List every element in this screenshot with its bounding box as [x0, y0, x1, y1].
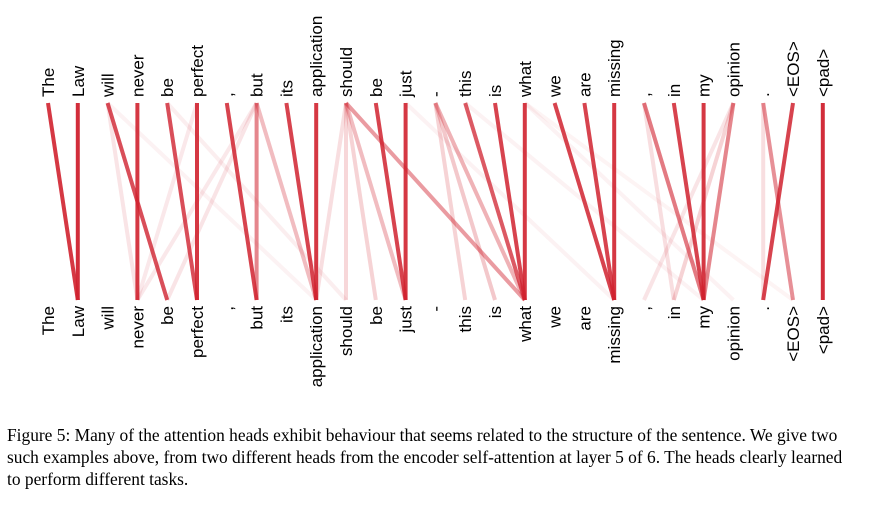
target-token: we [546, 306, 565, 329]
target-token: , [218, 306, 237, 311]
source-token: this [456, 71, 475, 97]
source-token: is [486, 85, 505, 97]
attention-edge [344, 102, 378, 301]
target-token: in [665, 306, 684, 319]
target-token: <EOS> [784, 306, 803, 362]
attention-edge [404, 101, 616, 302]
attention-edge [433, 102, 497, 301]
source-token: Law [69, 65, 88, 97]
attention-edge [135, 101, 259, 302]
source-token: my [695, 74, 714, 97]
figure-caption: Figure 5: Many of the attention heads ex… [7, 425, 843, 489]
attention-edge [165, 102, 199, 301]
source-token: its [277, 80, 296, 97]
target-token: <pad> [814, 306, 833, 354]
target-token: but [248, 306, 267, 330]
target-token: will [99, 306, 118, 331]
source-token: in [665, 84, 684, 97]
attention-edge [105, 102, 140, 301]
attention-edge [106, 101, 318, 302]
attention-edge [671, 102, 736, 301]
attention-edge [671, 102, 706, 301]
attention-edge [344, 102, 408, 301]
target-token: my [695, 306, 714, 329]
source-token: will [99, 73, 118, 98]
source-token: - [426, 91, 445, 97]
target-token: , [635, 306, 654, 311]
source-token: <EOS> [784, 41, 803, 97]
attention-edge [552, 102, 617, 301]
source-token: opinion [724, 42, 743, 97]
target-token: its [277, 306, 296, 323]
source-token: missing [605, 39, 624, 97]
attention-edge [314, 102, 348, 301]
attention-edge [433, 102, 527, 301]
source-token: are [575, 72, 594, 97]
target-token: is [486, 306, 505, 318]
target-token: The [39, 306, 58, 335]
attention-edge [165, 102, 259, 301]
source-token: be [367, 78, 386, 97]
attention-edge [642, 102, 706, 301]
source-token: . [754, 92, 773, 97]
attention-edge [46, 102, 80, 301]
source-token: we [546, 75, 565, 98]
source-token: but [248, 73, 267, 97]
target-token: opinion [724, 306, 743, 361]
target-token: are [575, 306, 594, 331]
attention-edge [493, 102, 527, 301]
attention-edge [642, 102, 736, 301]
attention-edge [373, 102, 408, 301]
source-token: The [39, 68, 58, 97]
target-token: should [337, 306, 356, 356]
target-token: this [456, 306, 475, 332]
attention-edge [254, 102, 319, 301]
attention-edge [224, 102, 259, 301]
attention-edge [701, 102, 736, 301]
attention-edge [463, 101, 705, 302]
attention-edge [642, 102, 676, 301]
source-tokens: The Law will never be perfect, but its applicati… [39, 16, 833, 98]
attention-edge [523, 101, 795, 302]
source-token: just [397, 70, 416, 98]
target-token: be [158, 306, 177, 325]
source-token: never [128, 54, 147, 97]
target-token: be [367, 306, 386, 325]
attention-visualization: The Law will never be perfect, but its applicati… [39, 16, 833, 388]
target-tokens: The Law will never be perfect, but its applicati… [39, 305, 833, 387]
target-token: Law [69, 305, 88, 337]
target-token: what [516, 306, 535, 343]
source-token: be [158, 78, 177, 97]
target-token: - [426, 306, 445, 312]
source-token: perfect [188, 45, 207, 97]
target-token: application [307, 306, 326, 387]
source-token: , [635, 92, 654, 97]
target-token: just [397, 306, 416, 334]
target-token: missing [605, 306, 624, 364]
attention-edge [344, 101, 527, 302]
target-token: perfect [188, 306, 207, 358]
attention-edge [523, 101, 735, 302]
attention-edge [284, 102, 319, 301]
source-token: should [337, 47, 356, 97]
attention-edge [165, 101, 348, 302]
attention-edges [46, 101, 825, 302]
target-token: never [128, 306, 147, 349]
source-token: application [307, 16, 326, 97]
source-token: <pad> [814, 49, 833, 97]
source-token: , [218, 92, 237, 97]
attention-edge [135, 102, 199, 301]
attention-edge [463, 102, 527, 301]
source-token: what [516, 61, 535, 98]
attention-edge [433, 102, 468, 301]
attention-figure: The Law will never be perfect, but its applicati… [39, 16, 833, 388]
target-token: . [754, 306, 773, 311]
attention-edge [582, 102, 617, 301]
attention-edge [761, 102, 795, 301]
